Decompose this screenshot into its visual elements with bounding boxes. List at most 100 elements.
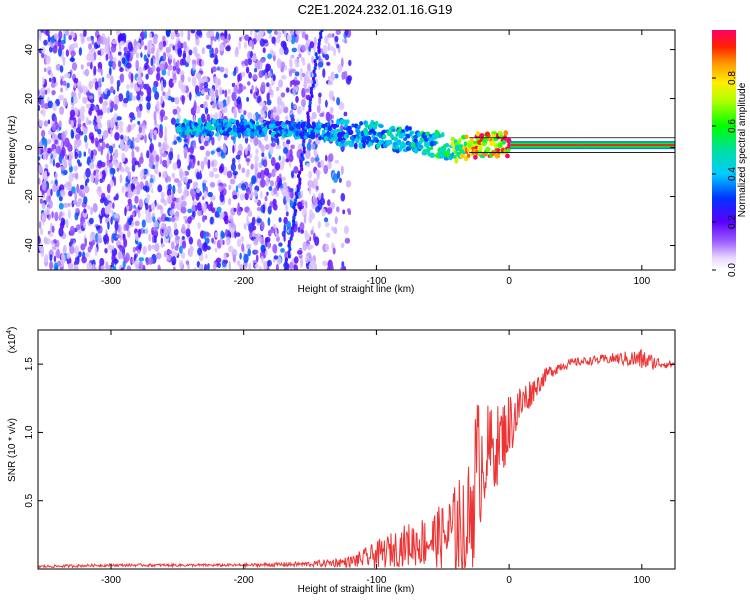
noise-speck xyxy=(80,105,85,115)
noise-speck xyxy=(294,256,299,264)
noise-speck xyxy=(183,175,189,184)
streak-mark xyxy=(319,31,323,36)
noise-speck xyxy=(61,146,66,157)
noise-speck xyxy=(190,188,194,196)
noise-speck xyxy=(137,249,141,254)
streak-mark xyxy=(317,41,321,47)
noise-speck xyxy=(172,162,178,171)
noise-speck xyxy=(49,46,53,53)
noise-speck xyxy=(183,146,188,157)
ridge-mark xyxy=(327,125,332,131)
noise-speck xyxy=(285,194,291,203)
ridge-mark xyxy=(389,134,394,139)
ridge-mark xyxy=(602,144,605,147)
noise-speck xyxy=(153,110,157,121)
noise-speck xyxy=(154,91,160,100)
noise-speck xyxy=(85,103,91,109)
noise-speck xyxy=(118,121,124,127)
noise-speck xyxy=(262,47,266,54)
noise-speck xyxy=(100,48,105,56)
noise-speck xyxy=(152,229,159,238)
noise-speck xyxy=(299,222,305,231)
noise-speck xyxy=(152,64,156,72)
noise-speck xyxy=(271,36,276,44)
noise-speck xyxy=(223,37,229,44)
noise-speck xyxy=(95,125,98,130)
noise-speck xyxy=(327,33,333,39)
ridge-mark xyxy=(583,144,586,147)
noise-speck xyxy=(190,30,196,34)
noise-speck xyxy=(89,103,96,111)
noise-speck xyxy=(132,176,138,185)
noise-speck xyxy=(73,77,79,84)
noise-speck xyxy=(327,161,332,170)
noise-speck xyxy=(139,91,144,96)
noise-speck xyxy=(41,137,45,146)
noise-speck xyxy=(322,44,328,55)
streak-mark xyxy=(293,208,298,214)
noise-speck xyxy=(60,189,66,196)
noise-speck xyxy=(211,136,215,146)
ridge-mark xyxy=(572,144,575,147)
streak-mark xyxy=(287,243,291,248)
noise-speck xyxy=(114,220,119,231)
noise-speck xyxy=(209,201,214,210)
noise-speck xyxy=(272,74,276,82)
noise-speck xyxy=(41,171,47,180)
noise-speck xyxy=(134,232,139,241)
noise-speck xyxy=(197,222,201,229)
ridge-mark xyxy=(540,144,543,147)
noise-speck xyxy=(44,138,48,148)
noise-speck xyxy=(78,188,82,197)
y-axis-label-1: Frequency (Hz) xyxy=(7,116,18,185)
noise-speck xyxy=(238,40,242,50)
noise-speck xyxy=(45,195,51,203)
noise-speck xyxy=(246,215,249,224)
noise-speck xyxy=(295,95,299,103)
noise-speck xyxy=(120,134,124,140)
noise-speck xyxy=(217,66,220,71)
noise-speck xyxy=(145,201,149,211)
noise-speck xyxy=(236,260,241,266)
noise-speck xyxy=(52,183,57,193)
noise-speck xyxy=(173,140,178,145)
noise-speck xyxy=(283,198,286,205)
noise-speck xyxy=(271,168,276,178)
noise-speck xyxy=(275,144,282,150)
noise-speck xyxy=(96,122,103,129)
noise-speck xyxy=(166,255,171,260)
streak-mark xyxy=(302,149,306,154)
noise-speck xyxy=(63,97,68,107)
noise-speck xyxy=(85,141,89,149)
noise-speck xyxy=(187,216,192,224)
noise-speck xyxy=(144,227,149,235)
noise-speck xyxy=(304,88,310,93)
noise-speck xyxy=(71,105,75,111)
noise-speck xyxy=(108,67,112,76)
noise-speck xyxy=(171,172,176,179)
noise-speck xyxy=(75,208,79,214)
noise-speck xyxy=(327,207,333,214)
noise-speck xyxy=(104,45,110,53)
streak-mark xyxy=(296,184,300,189)
noise-speck xyxy=(91,39,95,45)
noise-speck xyxy=(107,36,110,45)
noise-speck xyxy=(54,211,59,222)
noise-speck xyxy=(295,30,301,36)
noise-speck xyxy=(164,94,169,100)
noise-speck xyxy=(314,236,320,247)
colorbar-gradient xyxy=(712,30,736,270)
streak-mark xyxy=(284,257,288,262)
noise-speck xyxy=(273,187,278,195)
noise-speck xyxy=(181,223,186,233)
noise-speck xyxy=(129,92,133,98)
noise-speck xyxy=(151,202,156,211)
streak-mark xyxy=(283,267,287,270)
noise-speck xyxy=(237,202,241,213)
streak-mark xyxy=(298,177,302,182)
noise-speck xyxy=(121,57,126,65)
noise-speck xyxy=(49,72,54,77)
noise-speck xyxy=(185,228,191,238)
noise-speck xyxy=(173,266,176,270)
noise-speck xyxy=(40,52,45,59)
